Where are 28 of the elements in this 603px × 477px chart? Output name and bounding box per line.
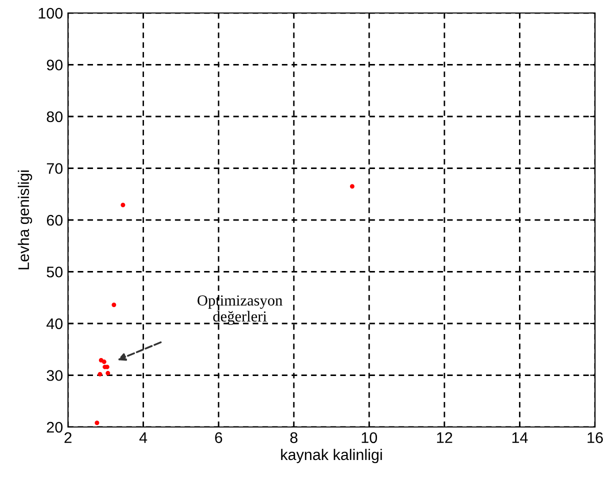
annotation: Optimizasyon değerleri: [198, 295, 282, 325]
y-tick-label: 70: [46, 163, 63, 174]
point: [102, 360, 106, 364]
y-tick-label: 50: [46, 266, 63, 278]
y-tick-label: 60: [46, 214, 63, 226]
x-tick-label: 12: [437, 432, 452, 443]
x-tick-label: 10: [362, 432, 378, 444]
y-tick-label: 30: [46, 370, 63, 381]
x-tick-label: 6: [215, 432, 222, 444]
x-tick-label: 4: [139, 432, 148, 443]
point: [98, 372, 102, 376]
y-tick-label: 100: [38, 8, 63, 19]
point: [106, 370, 110, 376]
x-tick-label: 2: [64, 432, 72, 443]
y-tick-label: 80: [46, 111, 63, 122]
point: [112, 302, 116, 308]
x-axis-title: kaynak kalinligi: [281, 448, 382, 464]
point: [94, 420, 100, 426]
point: [98, 358, 104, 362]
x-tick-label: 8: [290, 432, 298, 444]
y-tick-label: 90: [46, 60, 63, 70]
point: [350, 184, 354, 189]
y-tick-label: 40: [46, 318, 63, 330]
point: [120, 202, 126, 208]
x-tick-label: 16: [588, 432, 603, 444]
x-tick-label: 14: [512, 432, 528, 443]
y-axis-title: Levha genisligi: [18, 170, 32, 270]
y-tick-label: 20: [46, 422, 63, 433]
